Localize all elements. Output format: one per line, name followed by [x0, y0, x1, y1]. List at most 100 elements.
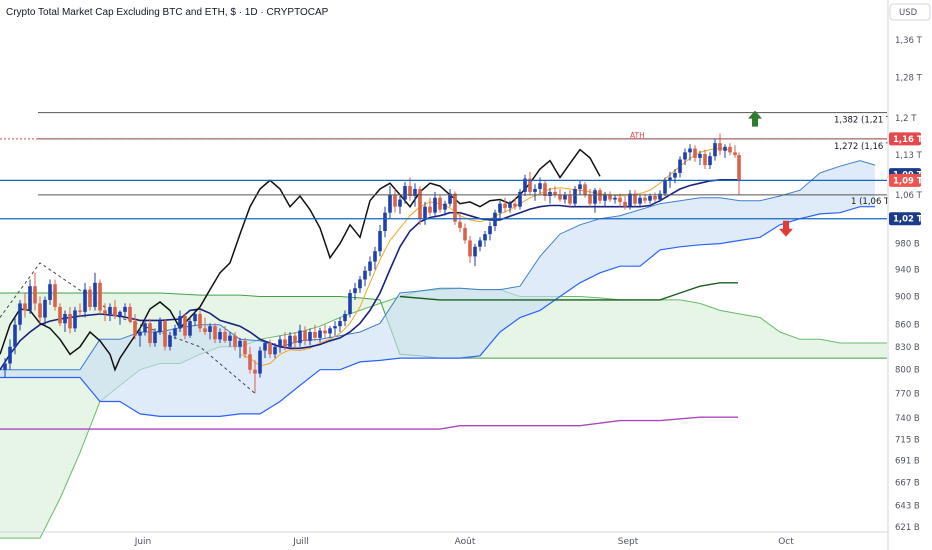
candle-body-14: [73, 310, 77, 329]
price-badge-text-0: 1,16 T: [893, 135, 923, 145]
candle-body-115: [578, 184, 582, 189]
candle-body-88: [443, 203, 447, 210]
y-tick-label-10: 800 B: [895, 366, 920, 376]
candle-body-147: [737, 155, 741, 181]
dark-green-line: [399, 282, 738, 301]
candle-body-44: [223, 331, 227, 341]
y-tick-label-11: 770 B: [895, 389, 920, 399]
candle-body-123: [618, 197, 622, 202]
candle-body-23: [118, 311, 122, 317]
candle-body-20: [103, 310, 107, 314]
candle-body-40: [203, 328, 207, 332]
candle-body-58: [293, 335, 297, 344]
candle-body-122: [613, 197, 617, 200]
candle-body-105: [528, 178, 532, 192]
candle-body-65: [328, 328, 332, 334]
candle-body-131: [658, 193, 662, 200]
candle-body-94: [473, 246, 477, 257]
candle-body-96: [483, 234, 487, 241]
candle-body-140: [703, 153, 707, 166]
candle-body-117: [588, 194, 592, 204]
y-tick-label-8: 860 B: [895, 321, 920, 331]
fib-label-1: 1 (1,06 T): [851, 197, 893, 207]
candle-body-45: [228, 335, 232, 341]
x-tick-label-4: Oct: [778, 537, 794, 547]
candle-body-127: [638, 197, 642, 204]
y-tick-label-3: 1,13 T: [895, 151, 923, 161]
candle-body-67: [338, 321, 342, 327]
candle-body-71: [358, 279, 362, 289]
y-tick-label-17: 621 B: [895, 523, 920, 533]
candle-body-133: [668, 177, 672, 181]
price-badge-text-3: 1,02 T: [893, 215, 923, 225]
candle-body-12: [63, 313, 67, 324]
orange-moving-average: [239, 147, 731, 367]
candle-body-74: [373, 251, 377, 262]
candle-body-3: [18, 303, 22, 325]
candle-body-33: [168, 335, 172, 347]
candle-body-98: [493, 212, 497, 227]
candle-body-30: [153, 331, 157, 344]
price-badge-0: [889, 132, 921, 146]
candle-body-110: [553, 191, 557, 195]
candle-body-22: [113, 306, 117, 317]
candle-body-139: [698, 153, 702, 158]
candle-body-103: [518, 191, 522, 207]
candle-body-137: [688, 148, 692, 153]
candle-body-109: [548, 191, 552, 196]
candle-body-87: [438, 197, 442, 210]
candle-body-129: [648, 195, 652, 201]
candle-body-36: [183, 316, 187, 336]
candle-body-100: [503, 203, 507, 208]
candle-body-34: [173, 328, 177, 336]
candle-body-81: [408, 186, 412, 196]
candle-body-97: [488, 226, 492, 235]
currency-label[interactable]: USD: [899, 8, 918, 18]
candle-body-99: [498, 203, 502, 213]
green-zone-fill: [0, 288, 887, 539]
candle-body-92: [463, 227, 467, 241]
candle-body-49: [248, 354, 252, 370]
candle-body-128: [643, 197, 647, 201]
candle-body-24: [123, 306, 127, 312]
candle-body-134: [673, 172, 677, 178]
candle-body-82: [413, 188, 417, 196]
candle-body-60: [303, 330, 307, 341]
lagging-span-line: [0, 148, 601, 372]
currency-button: [889, 3, 931, 21]
price-axis-panel: [888, 0, 932, 550]
y-tick-label-15: 667 B: [895, 479, 920, 489]
price-badge-text-2: 1,09 T: [893, 176, 923, 186]
candle-body-68: [343, 313, 347, 322]
purple-line: [0, 416, 738, 430]
candle-body-46: [233, 335, 237, 347]
y-tick-label-16: 643 B: [895, 501, 920, 511]
candle-body-25: [128, 306, 132, 322]
candle-body-54: [273, 346, 277, 355]
candle-body-79: [398, 199, 402, 207]
candle-body-78: [393, 194, 397, 207]
candle-body-27: [138, 331, 142, 336]
y-tick-label-9: 830 B: [895, 343, 920, 353]
candle-body-95: [478, 240, 482, 247]
candle-body-21: [108, 306, 112, 314]
candle-body-4: [23, 303, 27, 311]
ath-label: ATH: [630, 131, 645, 140]
candle-body-41: [208, 326, 212, 332]
candle-body-130: [653, 195, 657, 200]
candle-body-118: [593, 190, 597, 204]
candle-body-0: [3, 363, 7, 370]
candle-body-102: [513, 203, 517, 207]
y-tick-label-0: 1,36 T: [895, 36, 923, 46]
candle-body-1: [8, 346, 12, 364]
candle-body-141: [708, 156, 712, 166]
candle-body-18: [93, 282, 97, 307]
candle-body-47: [238, 340, 242, 347]
candle-body-15: [78, 310, 82, 312]
candle-body-91: [458, 221, 462, 228]
candle-body-53: [268, 343, 272, 355]
candle-body-37: [188, 321, 192, 336]
fib-label-1272: 1,272 (1,16 T): [834, 142, 895, 152]
candle-body-106: [533, 188, 537, 192]
